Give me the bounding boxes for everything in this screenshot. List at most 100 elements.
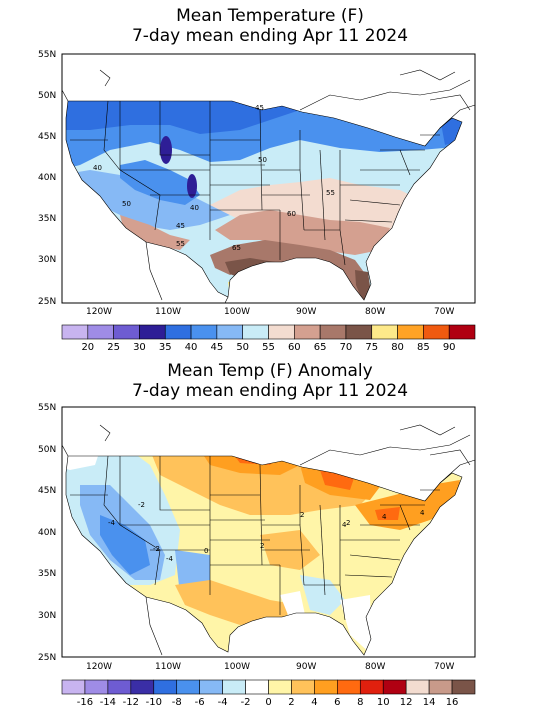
- colorbar-swatch: [428, 679, 453, 695]
- colorbar-label: -16: [77, 697, 93, 708]
- colorbar-label: 0: [265, 697, 271, 708]
- colorbar-label: 35: [159, 342, 172, 353]
- colorbar-swatch: [314, 679, 338, 695]
- colorbar-label: 25: [107, 342, 120, 353]
- colorbar-swatch: [87, 324, 114, 340]
- colorbar-label: -2: [241, 697, 251, 708]
- latitude-ticks: 55N 50N 45N 40N 35N 30N 25N: [38, 403, 56, 663]
- contour-label: 4: [382, 513, 387, 521]
- colorbar-label: 12: [400, 697, 413, 708]
- contour-label: -4: [108, 519, 116, 527]
- lat-tick: 50N: [38, 445, 56, 455]
- panel2-title: Mean Temp (F) Anomaly: [167, 361, 373, 381]
- panel1-subtitle: 7-day mean ending Apr 11 2024: [131, 26, 409, 46]
- colorbar-swatch: [242, 324, 269, 340]
- colorbar: -16 -14 -12 -10 -8 -6 -4 -2 0 2 4 6 8 10 12 14 16: [61, 679, 476, 708]
- contour-label: -4: [166, 555, 174, 563]
- lat-tick: 45N: [38, 132, 56, 142]
- coastline-outline: [61, 69, 476, 304]
- panel2-subtitle: 7-day mean ending Apr 11 2024: [131, 381, 409, 401]
- lon-tick: 80W: [365, 662, 385, 672]
- contour-label: 50: [122, 200, 131, 208]
- colorbar-swatch: [216, 324, 243, 340]
- lat-tick: 35N: [38, 214, 56, 224]
- colorbar-swatch: [245, 679, 269, 695]
- colorbar-label: 45: [211, 342, 224, 353]
- lat-tick: 25N: [38, 297, 56, 307]
- lat-tick: 40N: [38, 173, 56, 183]
- contour-label: 4: [420, 509, 425, 517]
- colorbar-swatch: [164, 324, 192, 340]
- colorbar-label: 40: [185, 342, 198, 353]
- panel2-map: -2 -4 -2 -4 0 2 2 2 4 4 4 55N 50N 45N 40…: [38, 403, 476, 708]
- contour-label: 55: [326, 189, 335, 197]
- colorbar-label: 60: [288, 342, 301, 353]
- lon-tick: 100W: [224, 307, 250, 317]
- colorbar-label: 50: [236, 342, 249, 353]
- contour-label: 45: [176, 222, 185, 230]
- colorbar-label: 8: [357, 697, 363, 708]
- contour-label: 0: [204, 547, 208, 555]
- lon-tick: 120W: [86, 662, 112, 672]
- colorbar-swatch: [199, 679, 223, 695]
- colorbar-swatch: [337, 679, 361, 695]
- contour-label: 4: [342, 521, 347, 529]
- lat-tick: 45N: [38, 486, 56, 496]
- colorbar-label: 6: [334, 697, 340, 708]
- colorbar-swatch: [61, 679, 86, 695]
- lon-tick: 70W: [434, 307, 454, 317]
- colorbar-swatch: [268, 679, 292, 695]
- colorbar-swatch: [84, 679, 109, 695]
- lon-tick: 80W: [365, 307, 385, 317]
- state-boundaries: [65, 100, 463, 301]
- colorbar-swatch: [451, 679, 476, 695]
- contour-label: 2: [260, 542, 264, 550]
- colorbar-swatch: [371, 324, 398, 340]
- contour-label: 60: [287, 210, 296, 218]
- lat-tick: 25N: [38, 653, 56, 663]
- contour-label: 45: [255, 104, 264, 112]
- colorbar-label: 90: [443, 342, 456, 353]
- colorbar-label: 2: [288, 697, 294, 708]
- colorbar-label: 16: [446, 697, 459, 708]
- contour-labels: -2 -4 -2 -4 0 2 2 2 4 4 4: [108, 501, 425, 563]
- lat-tick: 55N: [38, 50, 56, 60]
- colorbar: 20 25 30 35 40 45 50 55 60 65 70 75 80 85 90: [61, 324, 476, 353]
- lat-tick: 30N: [38, 611, 56, 621]
- colorbar-label: -8: [172, 697, 182, 708]
- colorbar-label: 30: [133, 342, 146, 353]
- colorbar-swatch: [423, 324, 450, 340]
- colorbar-swatch: [359, 679, 384, 695]
- colorbar-swatch: [113, 324, 140, 340]
- panel1-map: 40 40 45 50 55 60 65 45 50 55 55N 50N 45…: [38, 50, 476, 353]
- colorbar-swatch: [268, 324, 295, 340]
- lon-tick: 110W: [155, 662, 181, 672]
- colorbar-swatch: [382, 679, 407, 695]
- colorbar-swatch: [139, 324, 166, 340]
- colorbar-swatch: [61, 324, 89, 340]
- colorbar-swatch: [319, 324, 347, 340]
- panel1-title: Mean Temperature (F): [176, 6, 364, 26]
- lat-tick: 30N: [38, 255, 56, 265]
- colorbar-label: -14: [100, 697, 116, 708]
- lat-tick: 40N: [38, 528, 56, 538]
- lon-tick: 100W: [224, 662, 250, 672]
- contour-label: 2: [346, 519, 350, 527]
- colorbar-swatch: [190, 324, 218, 340]
- latitude-ticks: 55N 50N 45N 40N 35N 30N 25N: [38, 50, 56, 307]
- colorbar-label: 85: [417, 342, 430, 353]
- lon-tick: 110W: [155, 307, 181, 317]
- colorbar-label: 10: [377, 697, 390, 708]
- contour-labels: 40 40 45 50 55 60 65 45 50 55: [93, 104, 335, 252]
- colorbar-swatch: [130, 679, 155, 695]
- colorbar-label: 65: [314, 342, 327, 353]
- colorbar-swatch: [291, 679, 315, 695]
- lat-tick: 50N: [38, 91, 56, 101]
- state-boundaries: [65, 455, 463, 656]
- contour-label: 2: [300, 511, 304, 519]
- colorbar-swatch: [107, 679, 132, 695]
- colorbar-label: 20: [81, 342, 94, 353]
- colorbar-label: 14: [423, 697, 436, 708]
- coastline-outline: [61, 424, 476, 656]
- lat-tick: 55N: [38, 403, 56, 413]
